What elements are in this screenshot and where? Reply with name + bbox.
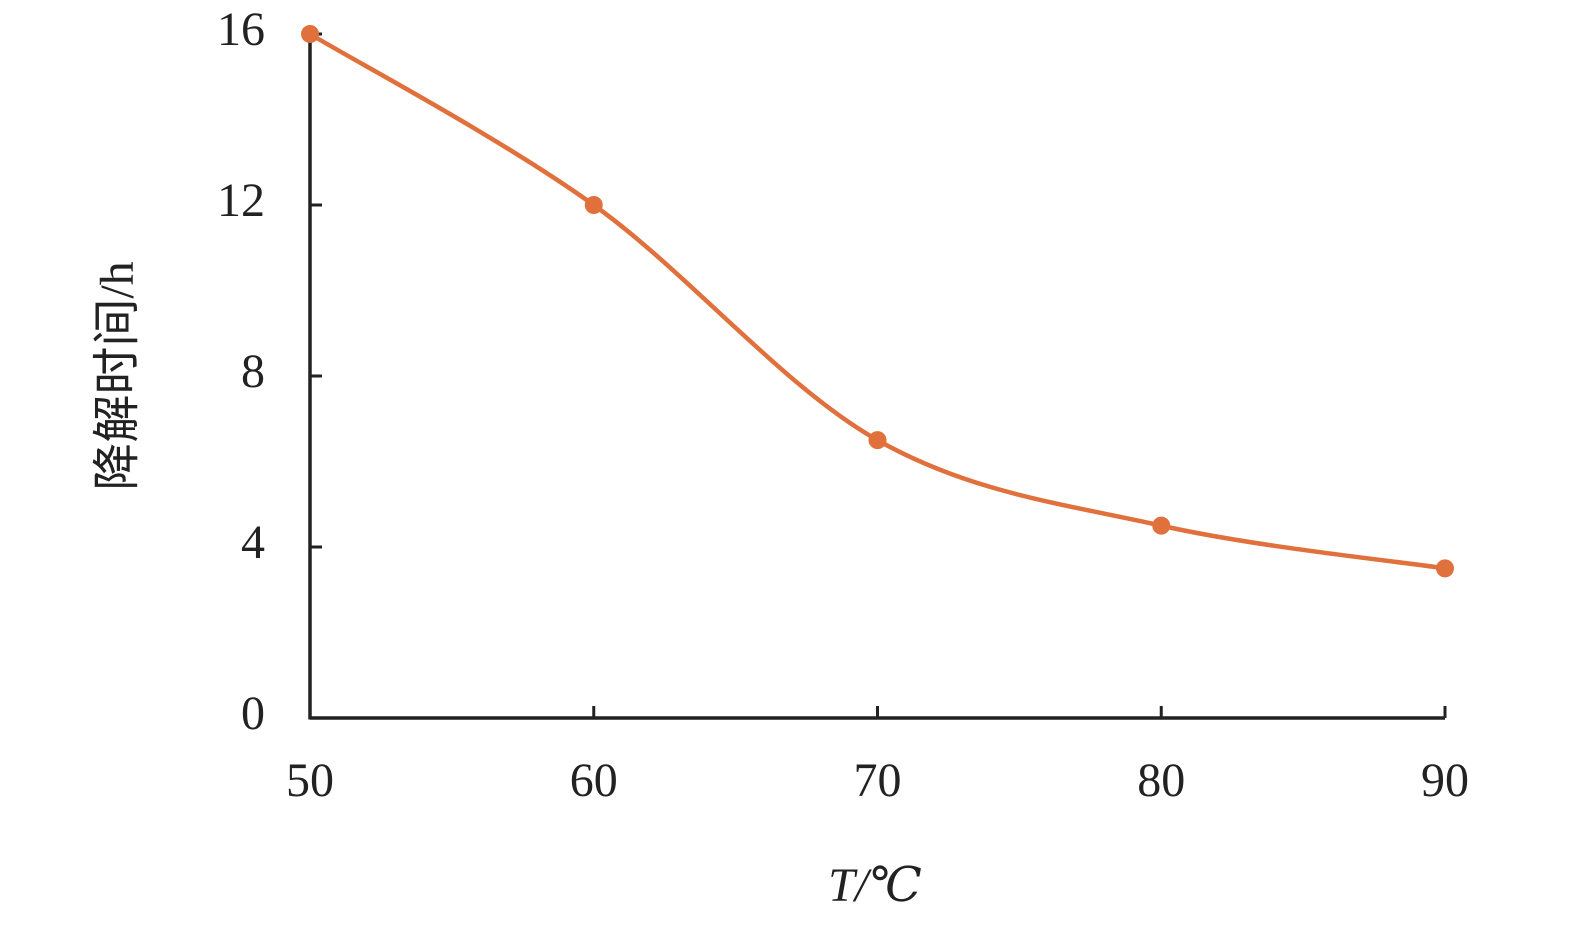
- y-tick-label: 12: [217, 174, 265, 227]
- x-tick-label: 90: [1421, 754, 1469, 807]
- data-point: [584, 196, 603, 214]
- x-tick-label: 70: [854, 754, 902, 807]
- y-axis-label: 降解时间/h: [91, 261, 144, 490]
- data-line: [308, 32, 1446, 571]
- y-tick-label: 0: [241, 687, 265, 740]
- x-tick-label: 60: [570, 754, 618, 807]
- data-point: [1436, 559, 1454, 578]
- x-tick-label: 80: [1137, 754, 1185, 807]
- x-axis-label: T/℃: [828, 859, 922, 912]
- x-tick-label: 50: [286, 754, 334, 807]
- data-point: [868, 431, 887, 450]
- data-point: [301, 25, 319, 43]
- y-tick-label: 8: [241, 345, 265, 398]
- data-point: [1152, 516, 1171, 535]
- y-tick-label: 16: [217, 3, 265, 56]
- y-tick-label: 4: [241, 516, 265, 569]
